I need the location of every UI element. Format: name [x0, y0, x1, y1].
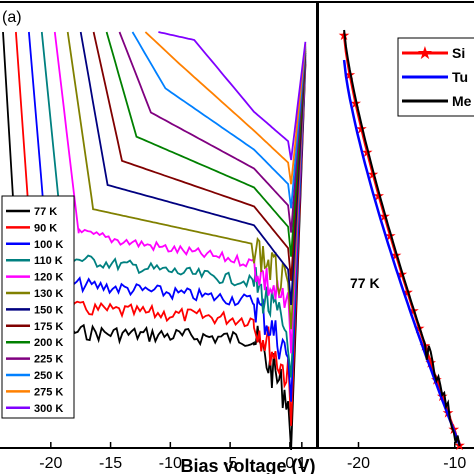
panel-b-legend: ★ Si Tu Me	[397, 37, 474, 117]
series-line-100k	[28, 31, 307, 402]
x-axis-title: Bias voltage (V)	[180, 456, 315, 474]
panel-b-legend-label: Me	[452, 93, 472, 109]
panel-a-x-ticks: -20 -15 -10 -5 0 1	[39, 442, 306, 472]
legend-label: 90 K	[34, 222, 57, 234]
series-line-250k	[131, 31, 307, 209]
legend-label: 275 K	[34, 386, 63, 398]
legend-label: 150 K	[34, 304, 63, 316]
temperature-annotation: 77 K	[350, 275, 380, 291]
panel-b-tick-label: -20	[347, 455, 370, 472]
panel-a-legend: 77 K 90 K 100 K 110 K 120 K 130 K 150 K 175 K 20…	[1, 195, 75, 419]
panel-a-tick-label: -10	[159, 455, 182, 472]
legend-label: 100 K	[34, 239, 63, 251]
panel-b-legend-label: Tu	[452, 69, 468, 85]
legend-label: 250 K	[34, 370, 63, 382]
legend-label: 300 K	[34, 403, 63, 415]
panel-a-tick-label: -15	[99, 455, 122, 472]
series-line-275k	[144, 31, 307, 185]
legend-label: 175 K	[34, 321, 63, 333]
legend-label: 120 K	[34, 272, 63, 284]
series-line-300k	[158, 31, 307, 161]
series-line-175k	[92, 31, 307, 281]
panel-a-tick-label: -20	[39, 455, 62, 472]
panel-a-label: (a)	[2, 9, 22, 26]
panel-b-series-tu	[342, 59, 461, 446]
panel-b-tick-label: -10	[443, 455, 466, 472]
panel-b: ★★★★★★★★★★★★★★★★★★★★★ -20 -10 77 K ★ Si Tu M…	[317, 1, 474, 472]
legend-label: 77 K	[34, 206, 57, 218]
series-line-120k	[53, 31, 307, 354]
series-line-110k	[40, 31, 307, 378]
panel-a-legend-box	[1, 195, 75, 419]
star-marker: ★	[417, 43, 433, 64]
panel-b-curves: ★★★★★★★★★★★★★★★★★★★★★	[338, 28, 466, 454]
legend-label: 200 K	[34, 337, 63, 349]
panel-b-x-ticks: -20 -10	[347, 442, 466, 472]
legend-label: 225 K	[34, 354, 63, 366]
series-line-150k	[79, 31, 307, 306]
legend-label: 130 K	[34, 288, 63, 300]
panel-b-series-me	[343, 29, 461, 447]
panel-a-tick-label: -5	[223, 455, 237, 472]
series-line-200k	[105, 31, 307, 257]
panel-a: (a) -20 -15 -10 -5 0 1 77 K 90 K 100 K 110 K 120 …	[0, 1, 318, 474]
panel-a-tick-label: 0	[285, 455, 294, 472]
panel-a-tick-label: 1	[297, 455, 306, 472]
panel-b-legend-label: Si	[452, 45, 465, 61]
series-line-225k	[118, 31, 307, 233]
legend-label: 110 K	[34, 255, 63, 267]
